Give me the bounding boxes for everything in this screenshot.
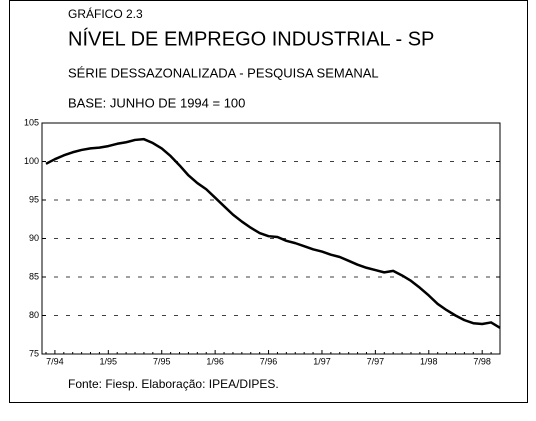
y-tick-label: 90 [29, 233, 39, 243]
source: Fonte: Fiesp. Elaboração: IPEA/DIPES. [68, 377, 279, 391]
y-tick-label: 75 [29, 348, 39, 358]
chart-subtitle: SÉRIE DESSAZONALIZADA - PESQUISA SEMANAL [68, 65, 379, 80]
x-tick-label: 1/95 [100, 356, 118, 366]
x-tick-label: 1/97 [313, 356, 331, 366]
x-tick-label: 7/96 [260, 356, 278, 366]
y-tick-label: 80 [29, 310, 39, 320]
annotation: BASE: JUNHO DE 1994 = 100 [68, 95, 245, 110]
line [45, 137, 501, 329]
y-tick-label: 95 [29, 194, 39, 204]
x-tick-label: 7/98 [473, 356, 491, 366]
y-tick-label: 85 [29, 271, 39, 281]
y-tick-label: 100 [24, 156, 39, 166]
x-tick-label: 7/95 [153, 356, 171, 366]
y-tick-label: 105 [24, 117, 39, 127]
x-tick-label: 7/94 [46, 356, 64, 366]
chart-label: GRÁFICO 2.3 [68, 6, 143, 21]
x-tick-label: 7/97 [367, 356, 385, 366]
x-tick-label: 1/98 [420, 356, 438, 366]
x-tick-label: 1/96 [206, 356, 224, 366]
chart-title: NÍVEL DE EMPREGO INDUSTRIAL - SP [68, 27, 434, 50]
frame [9, 0, 528, 403]
